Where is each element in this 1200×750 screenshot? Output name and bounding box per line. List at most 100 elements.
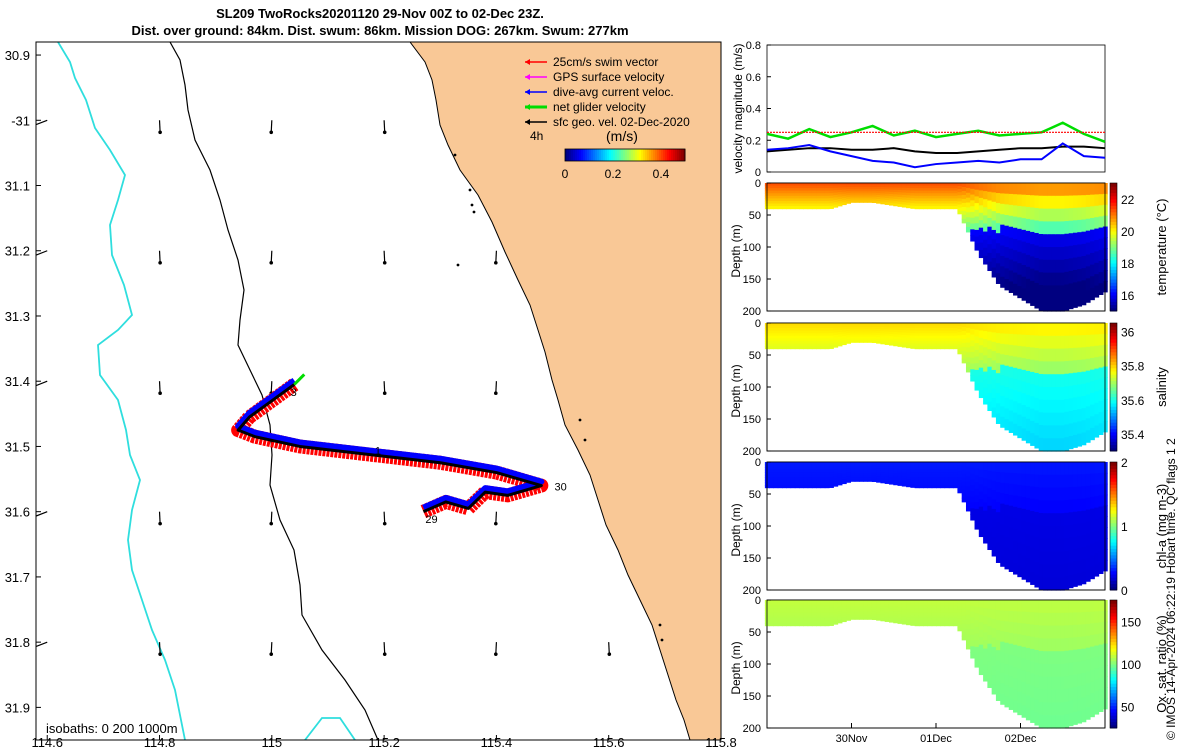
depth-cell-chl-a (880, 470, 886, 473)
depth-cell-temperature (1077, 244, 1083, 258)
depth-cell-temperature (970, 235, 976, 242)
depth-cell-temperature (893, 201, 899, 204)
depth-cell-chl-a (974, 522, 980, 530)
depth-cell-chl-a (888, 470, 894, 474)
depth-cell-temperature (1077, 195, 1083, 209)
depth-cell-temperature (859, 200, 864, 203)
depth-cell-oxygen (777, 620, 783, 624)
depth-cell-salinity (820, 346, 826, 350)
depth-cell-oxygen (888, 610, 894, 614)
depth-cell-oxygen (807, 617, 813, 622)
depth-cell-temperature (1081, 231, 1087, 245)
depth-cell-chl-a (1013, 562, 1018, 575)
depth-cell-salinity (953, 343, 958, 347)
depth-cell-salinity (837, 336, 843, 340)
depth-cell-salinity (914, 330, 920, 334)
map-y-tick-label: 30.9 (5, 48, 30, 63)
depth-cell-salinity (1038, 348, 1044, 362)
panel-colorbar-cell (1110, 189, 1117, 194)
depth-cell-chl-a (961, 473, 967, 479)
depth-cell-temperature (914, 198, 920, 202)
panel-colorbar-cell (1110, 628, 1117, 633)
depth-cell-oxygen (953, 612, 958, 616)
depth-cell-temperature (1051, 259, 1057, 274)
depth-cell-salinity (854, 336, 860, 339)
depth-cell-salinity (773, 338, 779, 342)
depth-cell-chl-a (799, 474, 804, 478)
depth-cell-salinity (837, 334, 843, 338)
depth-cell-salinity (906, 342, 911, 346)
depth-cell-oxygen (799, 612, 804, 616)
depth-cell-salinity (906, 330, 911, 334)
depth-cell-salinity (1060, 438, 1065, 452)
depth-cell-salinity (782, 340, 787, 345)
depth-cell-oxygen (1013, 611, 1018, 623)
depth-cell-salinity (1085, 382, 1091, 396)
depth-cell-temperature (816, 203, 822, 207)
panel-colorbar-cell (1110, 192, 1117, 197)
depth-cell-oxygen (978, 659, 984, 668)
depth-cell-salinity (1025, 382, 1031, 396)
depth-cell-temperature (782, 195, 787, 199)
depth-cell-temperature (871, 196, 877, 200)
depth-cell-oxygen (794, 610, 800, 614)
depth-cell-oxygen (880, 604, 886, 607)
depth-cell-chl-a (901, 466, 907, 470)
depth-cell-oxygen (965, 604, 971, 611)
depth-cell-salinity (777, 338, 783, 342)
depth-cell-salinity (811, 335, 817, 339)
depth-cell-salinity (974, 329, 980, 337)
velocity-y-tick-label: 0.6 (746, 72, 761, 84)
colorbar-cell (657, 149, 660, 161)
depth-cell-salinity (837, 325, 843, 329)
depth-cell-oxygen (940, 607, 946, 611)
depth-cell-temperature (790, 198, 796, 202)
map-x-tick-label: 115.2 (368, 735, 400, 750)
depth-cell-temperature (953, 190, 958, 194)
depth-cell-salinity (948, 340, 954, 345)
depth-cell-salinity (1000, 416, 1006, 428)
depth-cell-salinity (936, 333, 941, 337)
depth-cell-temperature (1034, 257, 1040, 272)
depth-cell-chl-a (927, 474, 933, 478)
depth-cell-chl-a (807, 485, 813, 489)
depth-cell-oxygen (893, 613, 899, 617)
depth-cell-temperature (1068, 220, 1074, 234)
depth-cell-chl-a (961, 462, 967, 467)
depth-cell-temperature (1025, 242, 1031, 256)
depth-cell-temperature (1055, 195, 1061, 210)
depth-cell-oxygen (829, 600, 834, 604)
depth-cell-chl-a (799, 482, 804, 486)
depth-cell-chl-a (961, 481, 967, 487)
depth-cell-chl-a (978, 469, 984, 478)
depth-cell-salinity (769, 330, 774, 334)
depth-cell-oxygen (846, 608, 852, 611)
panel-colorbar-cell (1110, 516, 1117, 521)
depth-cell-temperature (811, 195, 817, 199)
depth-cell-oxygen (880, 614, 886, 618)
depth-cell-temperature (1025, 206, 1031, 220)
depth-cell-salinity (816, 323, 822, 327)
panel-colorbar-cell (1110, 721, 1117, 726)
depth-cell-temperature (782, 185, 787, 189)
depth-cell-oxygen (837, 620, 843, 624)
depth-cell-salinity (936, 338, 941, 342)
depth-cell-oxygen (1068, 650, 1074, 664)
depth-cell-oxygen (794, 612, 800, 616)
panel-colorbar-cell (1110, 383, 1117, 388)
depth-cell-chl-a (961, 469, 967, 475)
depth-cell-temperature (944, 185, 950, 189)
depth-cell-salinity (876, 329, 881, 332)
depth-cell-chl-a (850, 473, 856, 477)
depth-cell-temperature (1072, 269, 1078, 284)
panel-colorbar-cell (1110, 692, 1117, 697)
depth-cell-salinity (871, 340, 877, 344)
depth-cell-temperature (850, 196, 856, 199)
depth-cell-chl-a (1098, 528, 1104, 541)
depth-cell-chl-a (1068, 575, 1074, 589)
depth-cell-temperature (880, 201, 886, 205)
depth-cell-temperature (991, 201, 997, 212)
depth-cell-oxygen (1038, 638, 1044, 652)
depth-cell-oxygen (918, 607, 924, 611)
depth-cell-chl-a (829, 464, 834, 468)
